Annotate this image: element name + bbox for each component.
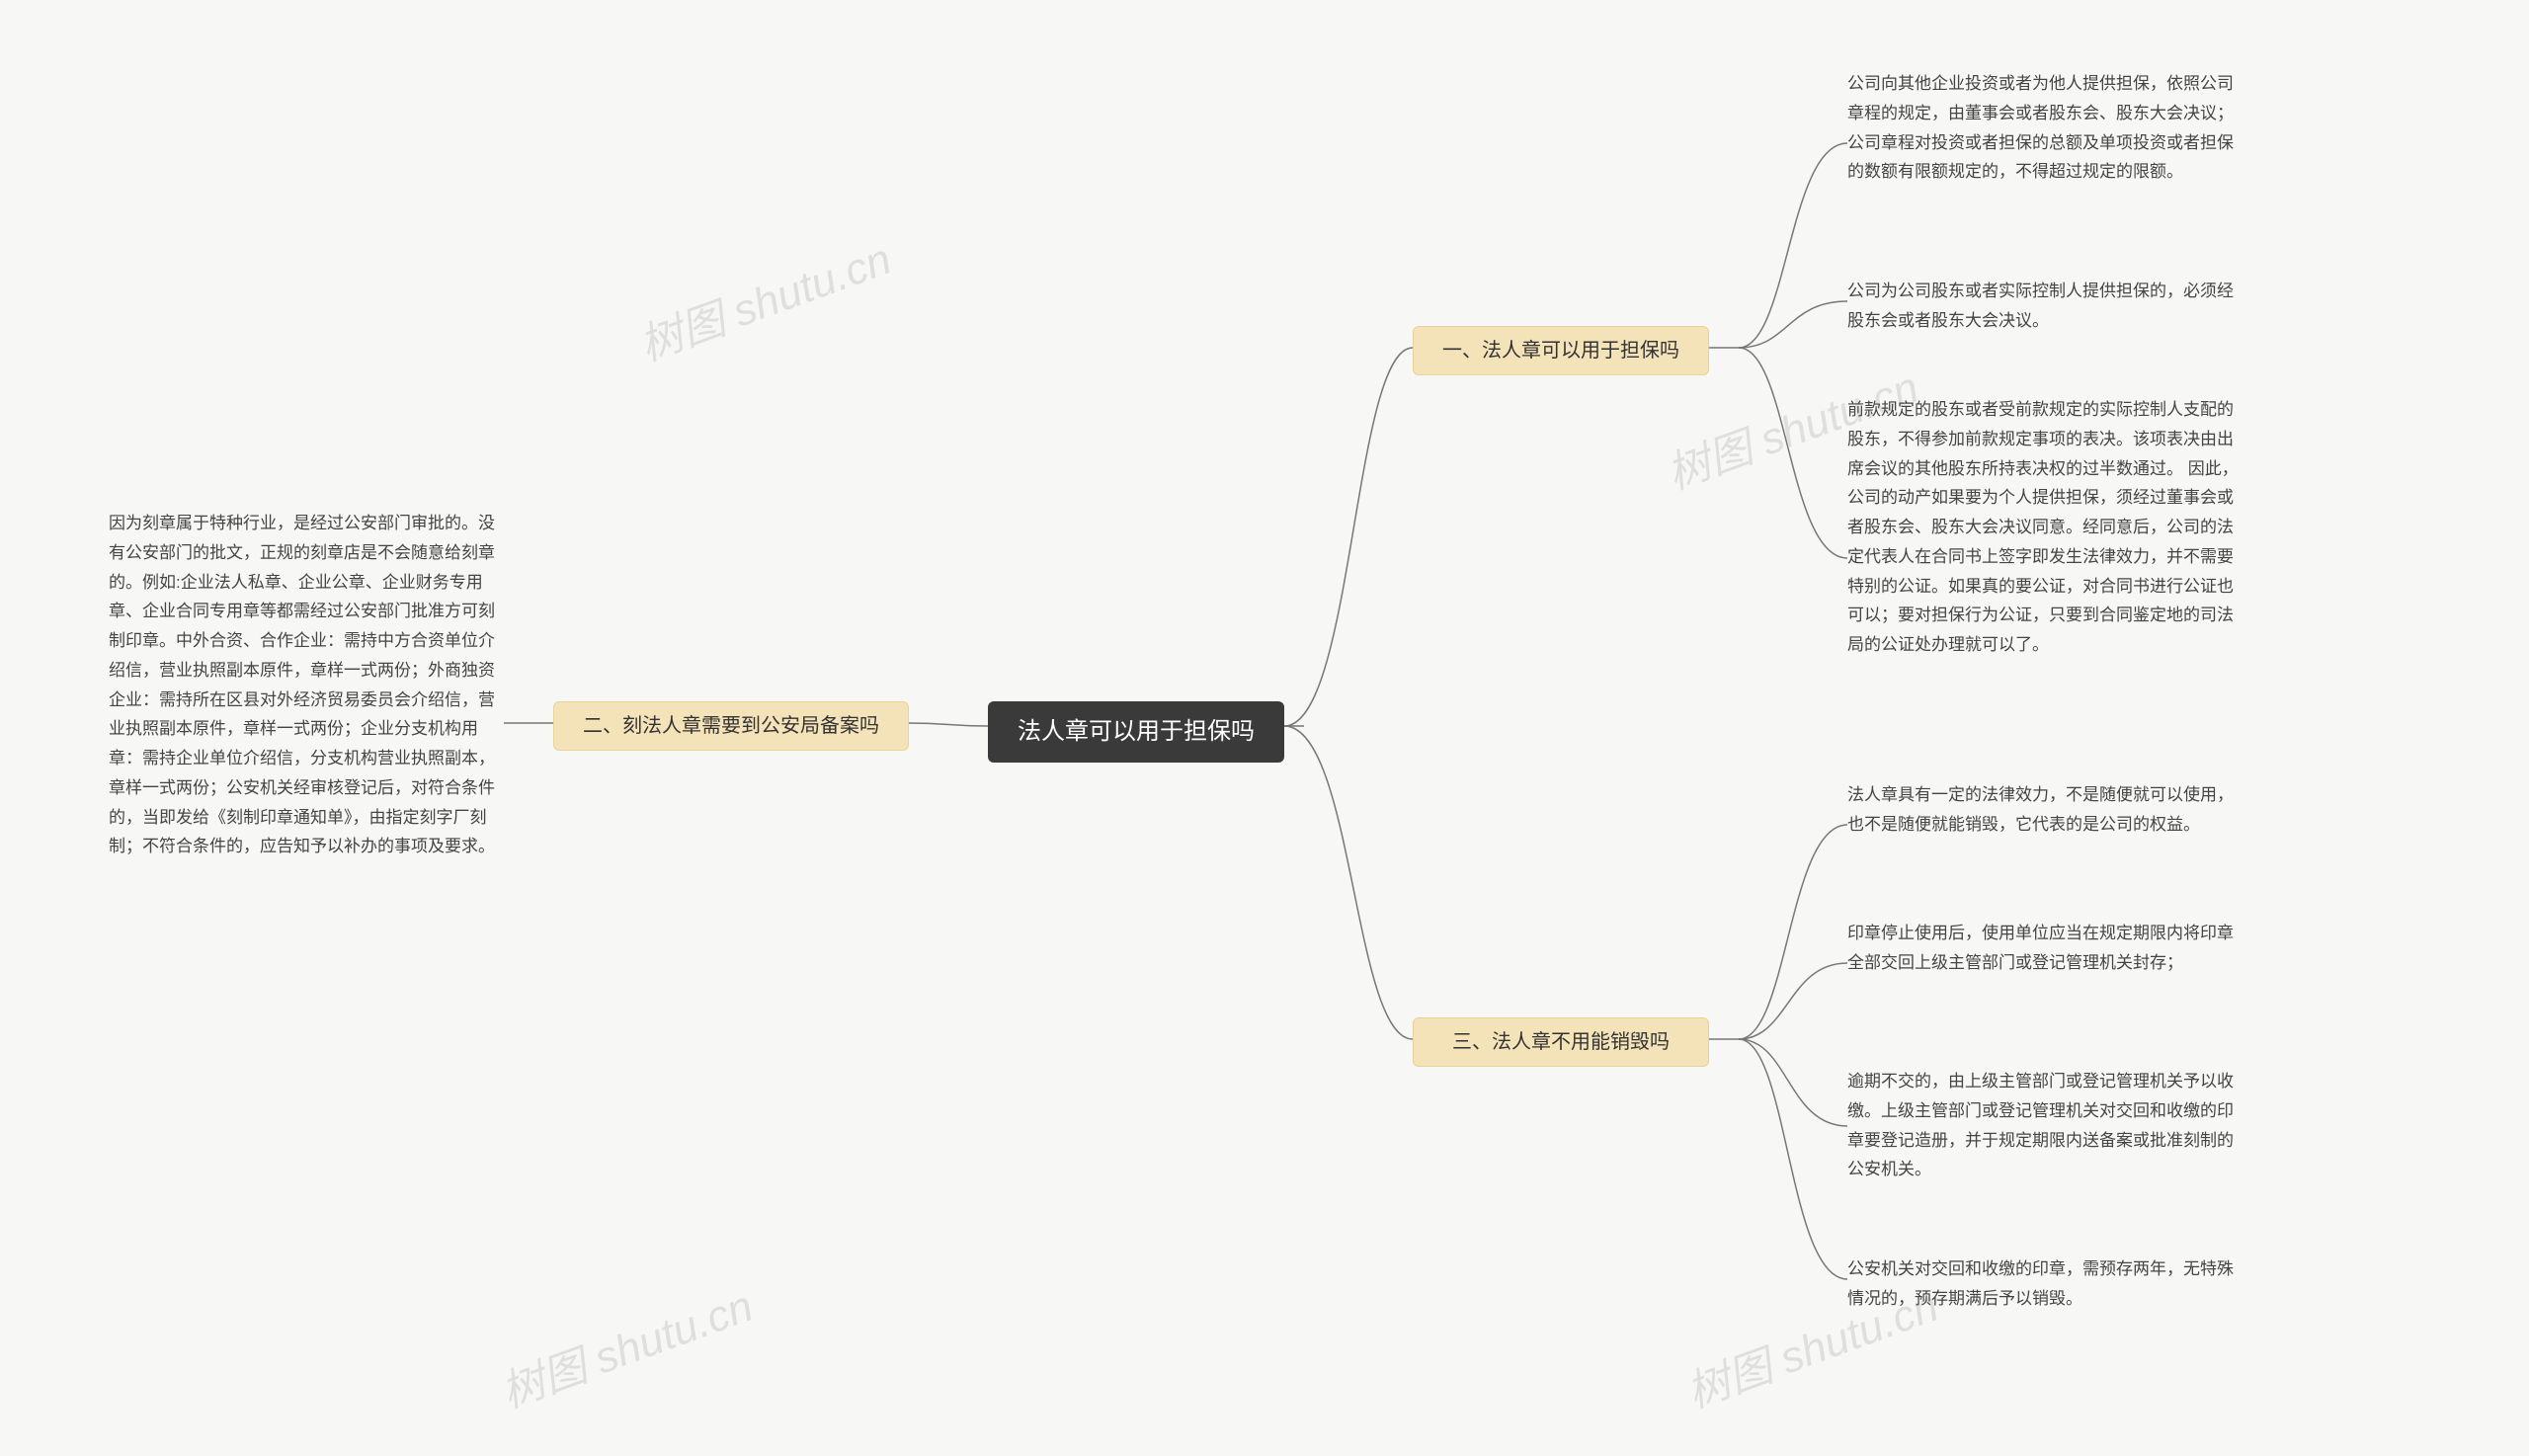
leaf-text: 前款规定的股东或者受前款规定的实际控制人支配的股东，不得参加前款规定事项的表决。…: [1847, 395, 2243, 660]
leaf-text: 印章停止使用后，使用单位应当在规定期限内将印章全部交回上级主管部门或登记管理机关…: [1847, 919, 2243, 978]
leaf-text: 逾期不交的，由上级主管部门或登记管理机关予以收缴。上级主管部门或登记管理机关对交…: [1847, 1067, 2243, 1184]
leaf-text: 公司向其他企业投资或者为他人提供担保，依照公司章程的规定，由董事会或者股东会、股…: [1847, 69, 2243, 187]
branch-node-3: 三、法人章不用能销毁吗: [1413, 1017, 1709, 1067]
branch-node-2: 二、刻法人章需要到公安局备案吗: [553, 701, 909, 751]
watermark: 树图 shutu.cn: [491, 1270, 760, 1419]
leaf-text: 公安机关对交回和收缴的印章，需预存两年，无特殊情况的，预存期满后予以销毁。: [1847, 1254, 2243, 1314]
leaf-text: 公司为公司股东或者实际控制人提供担保的，必须经股东会或者股东大会决议。: [1847, 277, 2243, 336]
branch-node-1: 一、法人章可以用于担保吗: [1413, 326, 1709, 375]
watermark: 树图 shutu.cn: [629, 223, 898, 372]
leaf-text: 因为刻章属于特种行业，是经过公安部门审批的。没有公安部门的批文，正规的刻章店是不…: [109, 509, 504, 861]
leaf-text: 法人章具有一定的法律效力，不是随便就可以使用，也不是随便就能销毁，它代表的是公司…: [1847, 780, 2243, 840]
mindmap-root: 法人章可以用于担保吗: [988, 701, 1284, 763]
